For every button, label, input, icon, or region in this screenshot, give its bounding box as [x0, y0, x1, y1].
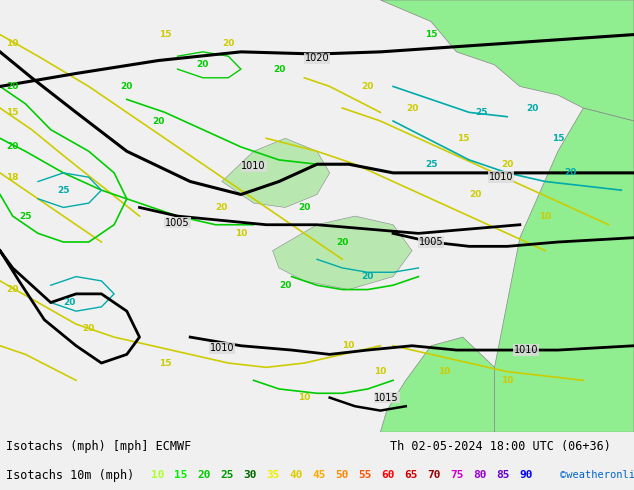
- Text: 80: 80: [473, 470, 487, 480]
- Polygon shape: [222, 138, 330, 207]
- Text: 1020: 1020: [305, 53, 329, 63]
- Text: 40: 40: [289, 470, 303, 480]
- Text: 20: 20: [501, 160, 514, 169]
- Text: 10: 10: [235, 229, 247, 238]
- Text: 18: 18: [6, 172, 19, 182]
- Text: 20: 20: [197, 470, 210, 480]
- Text: 15: 15: [552, 134, 564, 143]
- Text: Th 02-05-2024 18:00 UTC (06+36): Th 02-05-2024 18:00 UTC (06+36): [390, 440, 611, 453]
- Text: 25: 25: [425, 160, 437, 169]
- Text: 65: 65: [404, 470, 418, 480]
- Text: 25: 25: [220, 470, 234, 480]
- Text: 10: 10: [342, 341, 355, 350]
- Text: ©weatheronline.co.uk: ©weatheronline.co.uk: [560, 470, 634, 480]
- Text: 55: 55: [358, 470, 372, 480]
- Text: 20: 20: [120, 82, 133, 91]
- Text: 10: 10: [374, 367, 387, 376]
- Text: 10: 10: [298, 393, 311, 402]
- Text: 50: 50: [335, 470, 349, 480]
- Text: 20: 20: [361, 82, 374, 91]
- Text: 25: 25: [57, 186, 70, 195]
- Text: 60: 60: [381, 470, 395, 480]
- Text: 45: 45: [313, 470, 326, 480]
- Text: 20: 20: [279, 281, 292, 290]
- Text: 20: 20: [216, 203, 228, 212]
- Text: 20: 20: [6, 285, 19, 294]
- Text: 10: 10: [539, 212, 552, 220]
- Text: 1010: 1010: [242, 161, 266, 172]
- Text: 70: 70: [427, 470, 441, 480]
- Polygon shape: [380, 337, 495, 432]
- Text: 15: 15: [158, 359, 171, 368]
- Text: 35: 35: [266, 470, 280, 480]
- Text: 20: 20: [152, 117, 165, 125]
- Text: 20: 20: [526, 103, 539, 113]
- Text: 1015: 1015: [375, 392, 399, 403]
- Text: 15: 15: [456, 134, 469, 143]
- Text: 1005: 1005: [165, 218, 190, 227]
- Text: 90: 90: [519, 470, 533, 480]
- Text: 20: 20: [6, 143, 19, 151]
- Text: 1005: 1005: [419, 237, 443, 247]
- Text: 15: 15: [425, 30, 437, 39]
- Text: 1010: 1010: [514, 345, 538, 355]
- Text: 25: 25: [19, 212, 32, 220]
- Text: 30: 30: [243, 470, 257, 480]
- Text: 20: 20: [406, 103, 418, 113]
- Text: Isotachs (mph) [mph] ECMWF: Isotachs (mph) [mph] ECMWF: [6, 440, 191, 453]
- Text: 20: 20: [564, 169, 577, 177]
- Text: 10: 10: [152, 470, 165, 480]
- Text: 20: 20: [469, 190, 482, 199]
- Text: 15: 15: [158, 30, 171, 39]
- Text: 85: 85: [496, 470, 510, 480]
- Polygon shape: [273, 216, 412, 290]
- Text: 20: 20: [298, 203, 311, 212]
- Polygon shape: [380, 0, 634, 121]
- Text: 1010: 1010: [489, 172, 513, 182]
- Text: 1010: 1010: [210, 343, 234, 353]
- Text: 20: 20: [63, 298, 76, 307]
- Text: 10: 10: [501, 376, 514, 385]
- Text: 15: 15: [6, 108, 19, 117]
- Text: 20: 20: [336, 238, 349, 246]
- Text: 20: 20: [361, 272, 374, 281]
- Text: 10: 10: [437, 367, 450, 376]
- Text: 20: 20: [82, 324, 95, 333]
- Text: 20: 20: [6, 82, 19, 91]
- Text: 75: 75: [450, 470, 463, 480]
- Polygon shape: [495, 108, 634, 432]
- Text: 20: 20: [197, 60, 209, 69]
- Text: 20: 20: [222, 39, 235, 48]
- Text: 20: 20: [273, 65, 285, 74]
- Text: Isotachs 10m (mph): Isotachs 10m (mph): [6, 469, 134, 482]
- Text: 15: 15: [174, 470, 188, 480]
- Text: 10: 10: [6, 39, 19, 48]
- Text: 25: 25: [476, 108, 488, 117]
